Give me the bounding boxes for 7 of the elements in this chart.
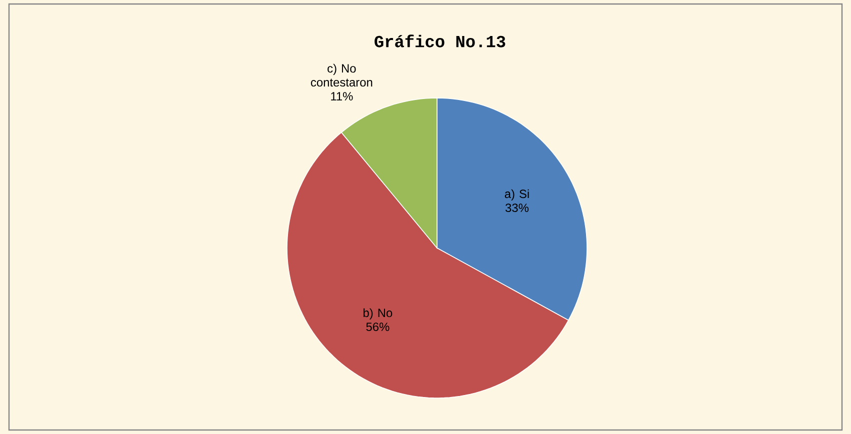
slice-label: c) No contestaron xyxy=(310,64,372,87)
slice-label: a) Si xyxy=(504,189,529,200)
slice-label: b) No xyxy=(364,308,392,320)
data-label: 11% xyxy=(331,92,353,100)
data-label: 56% xyxy=(366,322,390,332)
data-label: 33% xyxy=(505,204,529,212)
chart-title: Gráfico No.13 xyxy=(374,34,506,48)
